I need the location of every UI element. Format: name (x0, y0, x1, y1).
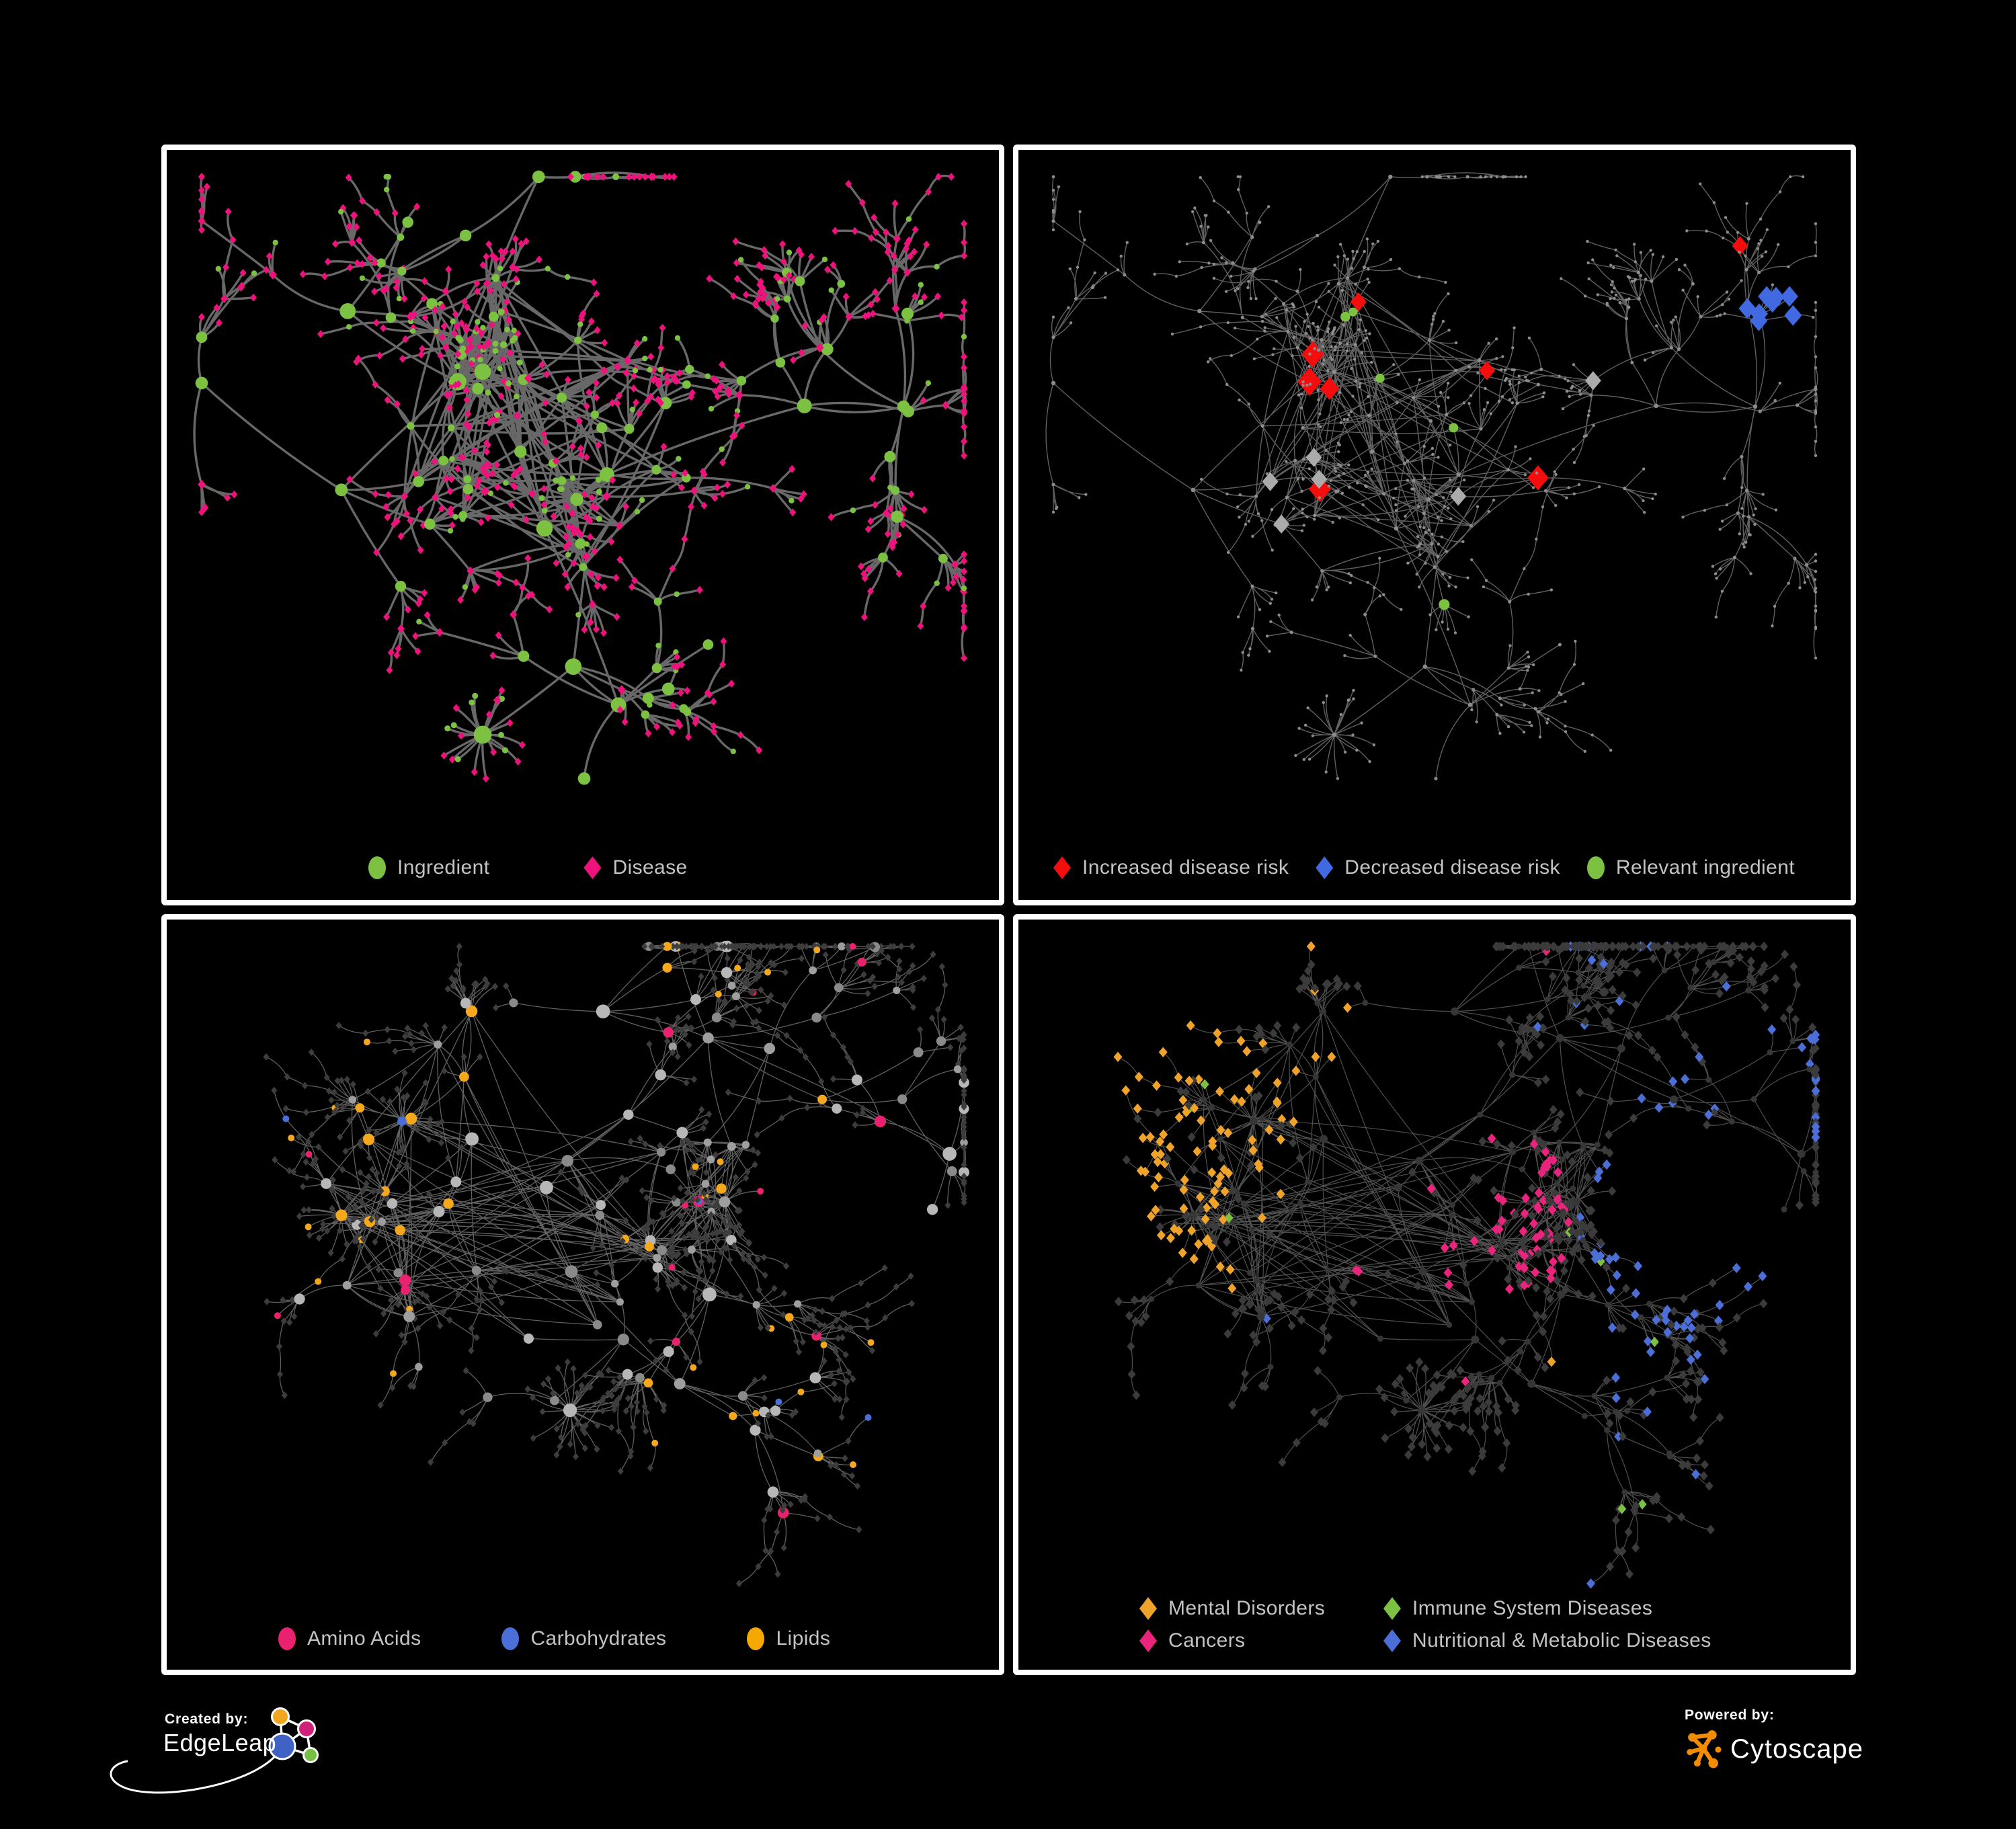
legend-label: Ingredient (397, 856, 490, 879)
legend-item-mental-disorders: Mental Disorders (1139, 1597, 1383, 1620)
panel-disease-risk: Increased disease risk Decreased disease … (1013, 145, 1856, 905)
edgeleap-logo (110, 1707, 319, 1794)
legend-item-increased-disease-risk: Increased disease risk (1053, 856, 1289, 879)
edgeleap-node-green (303, 1747, 319, 1763)
legend-label: Mental Disorders (1168, 1597, 1326, 1619)
disease-category-network (1113, 941, 1820, 1589)
edgeleap-swoosh (110, 1756, 276, 1794)
circle-marker (1586, 856, 1605, 879)
diamond-marker (1383, 1629, 1401, 1652)
legend-item-relevant-ingredient: Relevant ingredient (1586, 856, 1795, 879)
diamond-marker (1316, 856, 1334, 879)
legend-label: Lipids (776, 1627, 831, 1650)
panel-ingredient-disease: Ingredient Disease (161, 145, 1004, 905)
legend-item-amino-acids: Amino Acids (278, 1627, 421, 1650)
legend-ingredient-categories: Amino Acids Carbohydrates Lipids (278, 1627, 830, 1650)
legend-item-disease: Disease (583, 856, 687, 879)
legend-item-immune-system-diseases: Immune System Diseases (1383, 1597, 1711, 1620)
circle-marker (747, 1627, 765, 1650)
legend-label: Relevant ingredient (1615, 856, 1795, 879)
diamond-marker (1053, 856, 1071, 879)
legend-item-decreased-disease-risk: Decreased disease risk (1316, 856, 1560, 879)
diamond-marker (1139, 1629, 1157, 1652)
edgeleap-node-blue (268, 1732, 296, 1760)
legend-item-ingredient: Ingredient (368, 856, 489, 879)
legend-disease-categories: Mental Disorders Immune System Diseases Ca… (1139, 1597, 1711, 1652)
powered-by-label: Powered by: (1685, 1707, 1775, 1723)
diamond-marker (1139, 1597, 1157, 1620)
diamond-marker (1383, 1597, 1401, 1620)
legend-label: Disease (612, 856, 688, 879)
circle-marker (278, 1627, 296, 1650)
edgeleap-brand: EdgeLeap (163, 1729, 277, 1756)
panel-disease-categories: Mental Disorders Immune System Diseases Ca… (1013, 914, 1856, 1675)
diamond-marker (583, 856, 602, 879)
circle-marker (368, 856, 386, 879)
figure-grid: Ingredient Disease Increased disease risk… (161, 145, 1856, 1675)
legend-item-nutritional-metabolic-diseases: Nutritional & Metabolic Diseases (1383, 1629, 1711, 1652)
edgeleap-node-orange (271, 1707, 290, 1726)
legend-label: Decreased disease risk (1344, 856, 1560, 879)
circle-marker (501, 1627, 520, 1650)
cytoscape-credit: Powered by: Cytoscape (1685, 1707, 1863, 1771)
created-by-label: Created by: (165, 1711, 249, 1727)
legend-label: Cancers (1168, 1629, 1246, 1652)
panel-ingredient-categories: Amino Acids Carbohydrates Lipids (161, 914, 1004, 1675)
legend-item-cancers: Cancers (1139, 1629, 1383, 1652)
legend-label: Immune System Diseases (1412, 1597, 1653, 1619)
legend-disease-risk: Increased disease risk Decreased disease … (1053, 856, 1795, 879)
cytoscape-brand: Cytoscape (1730, 1734, 1863, 1764)
legend-label: Amino Acids (307, 1627, 421, 1650)
ingredient-disease-network (193, 170, 968, 785)
ingredient-category-network (263, 940, 970, 1588)
legend-label: Nutritional & Metabolic Diseases (1412, 1629, 1711, 1652)
legend-label: Carbohydrates (530, 1627, 667, 1650)
cytoscape-logo-icon (1687, 1730, 1722, 1769)
legend-item-lipids: Lipids (747, 1627, 830, 1650)
edgeleap-credit: Created by: EdgeLeap (94, 1698, 410, 1829)
legend-item-carbohydrates: Carbohydrates (501, 1627, 666, 1650)
edgeleap-node-pink (297, 1719, 316, 1738)
legend-ingredient-disease: Ingredient Disease (368, 856, 688, 879)
disease-risk-network (1045, 172, 1818, 780)
legend-label: Increased disease risk (1082, 856, 1289, 879)
